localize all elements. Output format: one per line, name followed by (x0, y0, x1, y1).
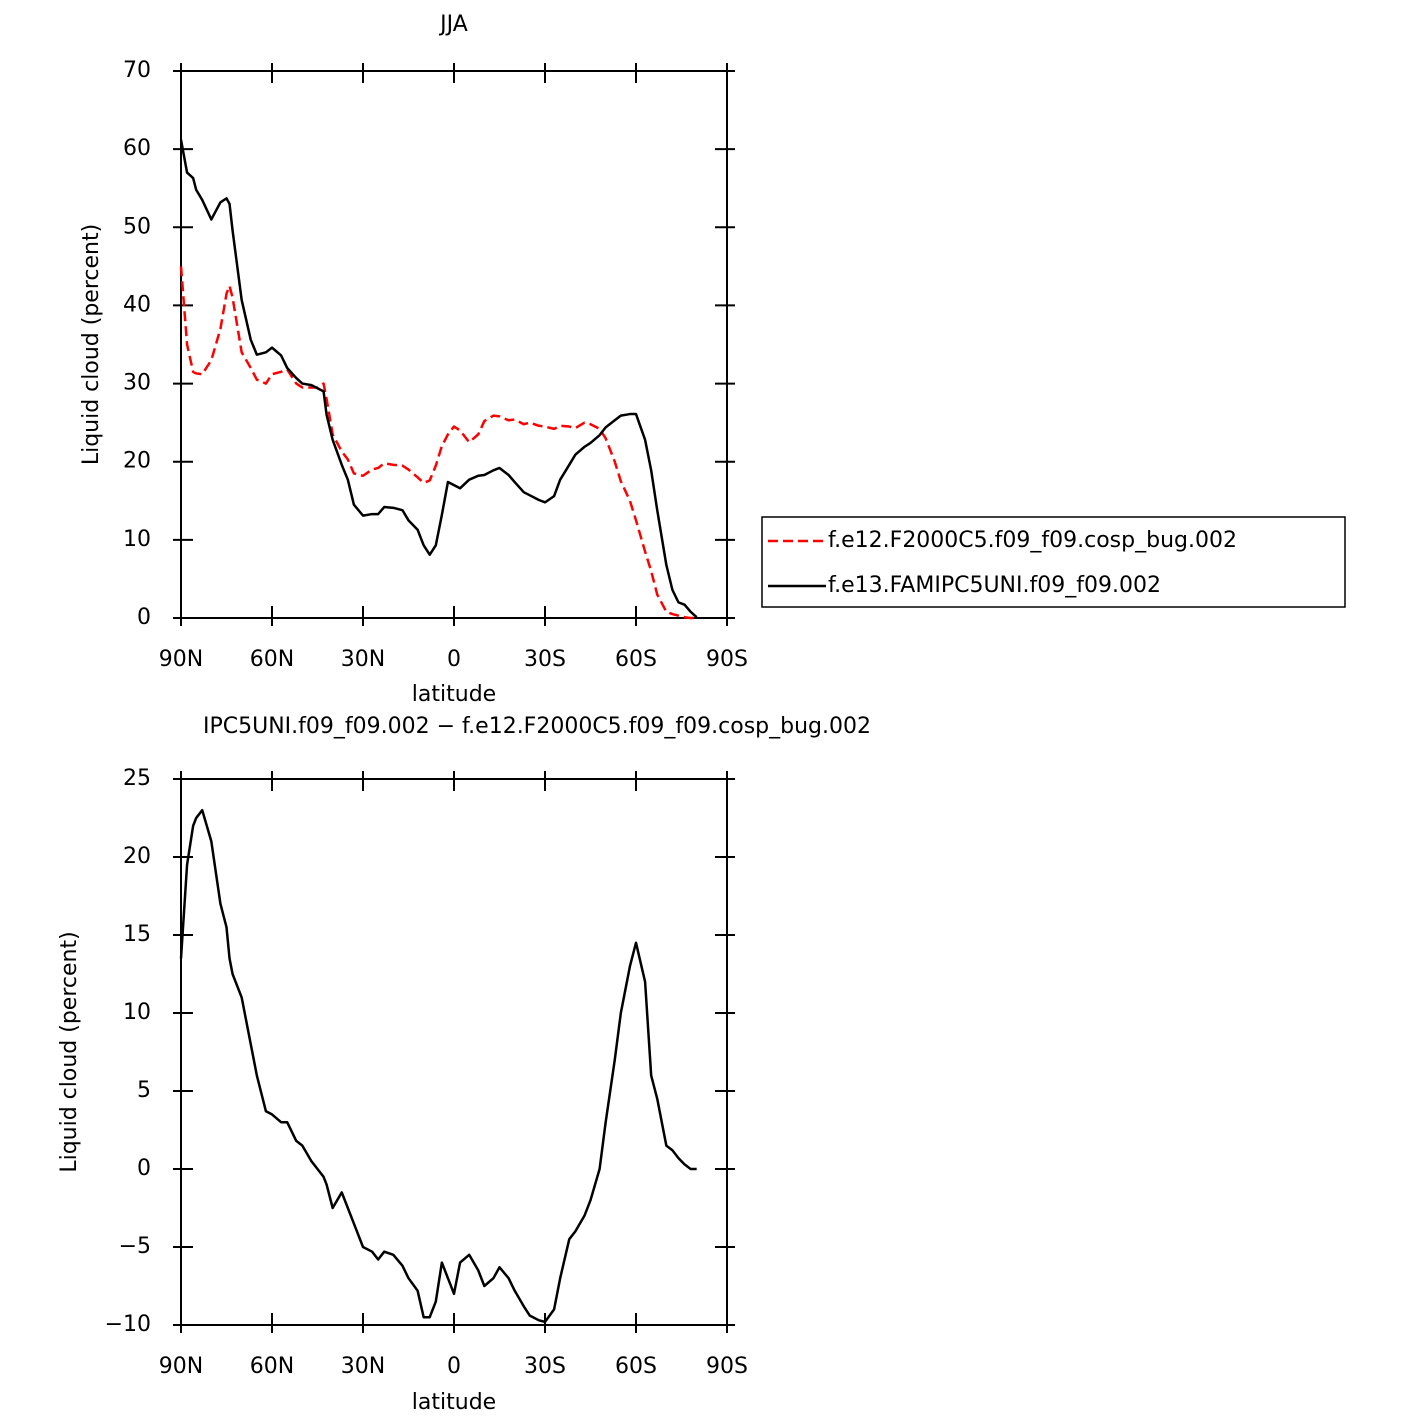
x-axis-label: latitude (412, 682, 496, 707)
y-tick-label: 25 (123, 766, 151, 791)
x-tick-label: 60S (615, 1354, 657, 1379)
x-tick-label: 60N (250, 1354, 294, 1379)
y-tick-label: 0 (137, 1156, 151, 1181)
x-tick-label: 30N (341, 647, 385, 672)
y-tick-label: 0 (137, 605, 151, 630)
x-axis-label: latitude (412, 1390, 496, 1415)
x-tick-label: 90S (706, 647, 748, 672)
y-tick-label: 50 (123, 214, 151, 239)
y-axis-label: Liquid cloud (percent) (79, 224, 104, 465)
legend-label: f.e12.F2000C5.f09_f09.cosp_bug.002 (828, 528, 1237, 553)
chart-title: JJA (438, 12, 468, 37)
x-tick-label: 30S (524, 1354, 566, 1379)
y-tick-label: 20 (123, 844, 151, 869)
y-tick-label: 10 (123, 1000, 151, 1025)
y-tick-label: 60 (123, 136, 151, 161)
data-line (179, 266, 697, 620)
plot-frame (180, 778, 728, 1326)
x-tick-label: 60N (250, 647, 294, 672)
y-tick-label: −5 (119, 1234, 151, 1259)
x-tick-label: 0 (447, 1354, 461, 1379)
x-tick-label: 90S (706, 1354, 748, 1379)
legend-label: f.e13.FAMIPC5UNI.f09_f09.002 (828, 573, 1161, 598)
y-tick-label: 5 (137, 1078, 151, 1103)
y-tick-label: 30 (123, 371, 151, 396)
y-tick-label: −10 (105, 1312, 151, 1337)
y-axis-label: Liquid cloud (percent) (57, 931, 82, 1172)
x-tick-label: 90N (159, 1354, 203, 1379)
y-tick-label: 70 (123, 58, 151, 83)
chart-title: IPC5UNI.f09_f09.002 − f.e12.F2000C5.f09_… (203, 714, 871, 739)
plot-frame (180, 70, 728, 619)
y-tick-label: 10 (123, 527, 151, 552)
y-tick-label: 20 (123, 449, 151, 474)
x-tick-label: 30S (524, 647, 566, 672)
legend-box (761, 516, 1346, 608)
y-tick-label: 15 (123, 922, 151, 947)
x-tick-label: 0 (447, 647, 461, 672)
data-line (179, 808, 697, 1324)
y-tick-label: 40 (123, 292, 151, 317)
data-line (179, 139, 698, 619)
x-tick-label: 90N (159, 647, 203, 672)
x-tick-label: 60S (615, 647, 657, 672)
x-tick-label: 30N (341, 1354, 385, 1379)
